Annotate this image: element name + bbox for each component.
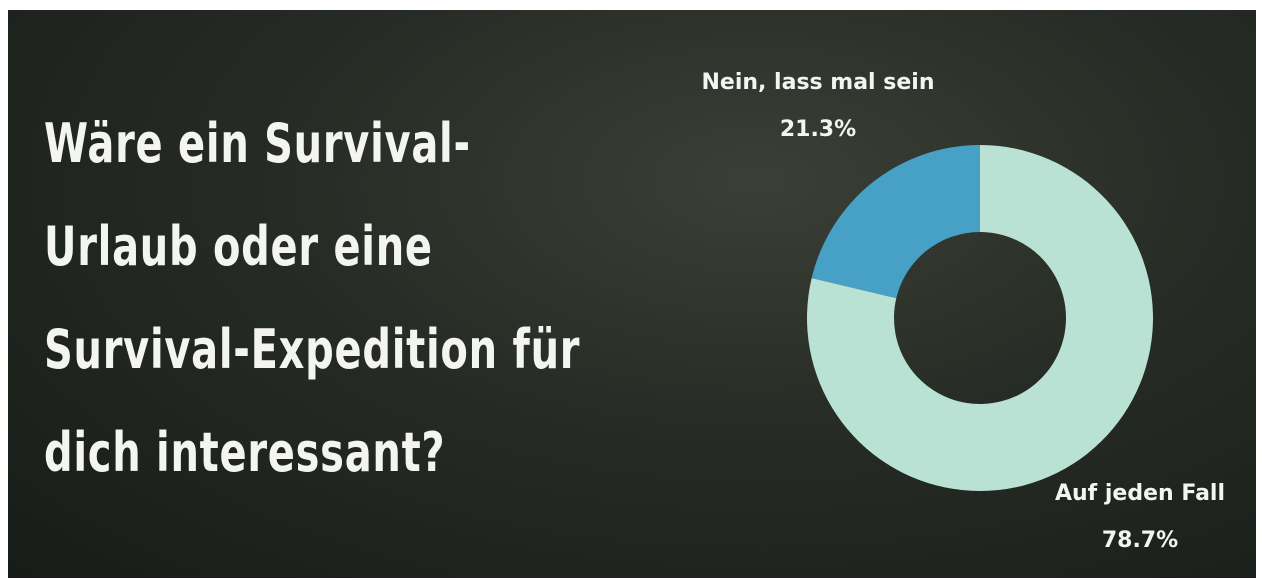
legend-label: Auf jeden Fall <box>1055 481 1225 506</box>
pie-slice <box>812 145 980 298</box>
data-label: 21.3% <box>780 117 856 142</box>
legend-label: Nein, lass mal sein <box>702 70 935 95</box>
data-label: 78.7% <box>1102 528 1178 553</box>
chart: Nein, lass mal sein 21.3% Auf jeden Fall 78… <box>0 0 1262 580</box>
page: Wäre ein Survival- Urlaub oder eine Surv… <box>0 0 1262 580</box>
